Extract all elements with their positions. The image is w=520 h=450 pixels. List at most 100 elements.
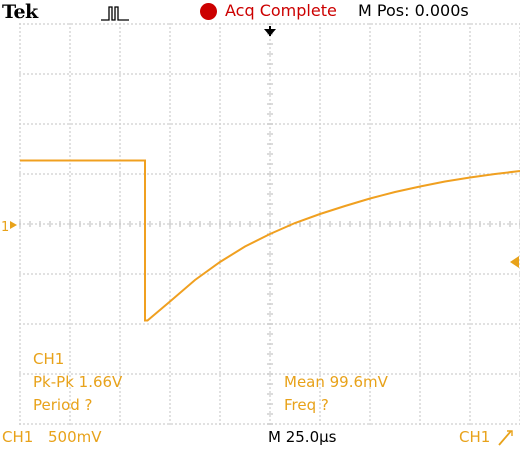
graticule-dot xyxy=(119,55,120,56)
graticule-dot xyxy=(255,73,256,74)
graticule-dot xyxy=(369,331,370,332)
graticule-dot xyxy=(307,173,308,174)
graticule-dot xyxy=(175,23,176,24)
graticule-dot xyxy=(119,183,120,184)
graticule-dot xyxy=(69,147,70,148)
graticule-dot xyxy=(443,123,444,124)
graticule-dot xyxy=(119,311,120,312)
graticule-dot xyxy=(75,323,76,324)
graticule-dot xyxy=(91,173,92,174)
graticule-dot xyxy=(269,287,270,288)
graticule-dot xyxy=(319,203,320,204)
graticule-dot xyxy=(303,323,304,324)
graticule-dot xyxy=(119,339,120,340)
graticule-dot xyxy=(269,351,270,352)
graticule-dot xyxy=(159,123,160,124)
graticule-dot xyxy=(419,207,420,208)
graticule-dot xyxy=(107,173,108,174)
graticule-dot xyxy=(435,73,436,74)
graticule-dot xyxy=(151,23,152,24)
graticule-dot xyxy=(469,419,470,420)
graticule-dot xyxy=(387,273,388,274)
graticule-dot xyxy=(495,423,496,424)
graticule-dot xyxy=(335,123,336,124)
graticule-dot xyxy=(119,151,120,152)
ch1-label: CH1 xyxy=(2,428,33,446)
graticule-dot xyxy=(119,31,120,32)
graticule-dot xyxy=(169,123,170,124)
graticule-dot xyxy=(319,415,320,416)
graticule-dot xyxy=(119,279,120,280)
graticule-dot xyxy=(63,23,64,24)
graticule-dot xyxy=(163,173,164,174)
graticule-dot xyxy=(375,73,376,74)
graticule-dot xyxy=(319,67,320,68)
graticule-dot xyxy=(107,273,108,274)
graticule-dot xyxy=(219,239,220,240)
graticule-dot xyxy=(369,163,370,164)
graticule-dot xyxy=(155,23,156,24)
graticule-dot xyxy=(355,173,356,174)
graticule-dot xyxy=(369,23,370,24)
graticule-dot xyxy=(319,171,320,172)
graticule-dot xyxy=(183,223,184,224)
graticule-dot xyxy=(259,123,260,124)
graticule-dot xyxy=(219,99,220,100)
graticule-dot xyxy=(359,23,360,24)
graticule-dot xyxy=(219,107,220,108)
graticule-dot xyxy=(369,363,370,364)
graticule-dot xyxy=(19,211,20,212)
graticule-dot xyxy=(59,123,60,124)
graticule-dot xyxy=(269,147,270,148)
graticule-dot xyxy=(419,163,420,164)
graticule-dot xyxy=(383,173,384,174)
graticule-dot xyxy=(369,167,370,168)
graticule-dot xyxy=(69,231,70,232)
graticule-dot xyxy=(415,423,416,424)
graticule-dot xyxy=(63,73,64,74)
graticule-dot xyxy=(103,423,104,424)
graticule-dot xyxy=(315,223,316,224)
graticule-dot xyxy=(379,423,380,424)
graticule-dot xyxy=(219,373,220,374)
graticule-dot xyxy=(319,303,320,304)
graticule-dot xyxy=(469,215,470,216)
graticule-dot xyxy=(383,123,384,124)
graticule-dot xyxy=(363,73,364,74)
graticule-dot xyxy=(469,239,470,240)
graticule-dot xyxy=(63,273,64,274)
graticule-dot xyxy=(469,319,470,320)
graticule-dot xyxy=(169,331,170,332)
graticule-dot xyxy=(269,91,270,92)
graticule-dot xyxy=(219,383,220,384)
graticule-dot xyxy=(219,173,220,174)
graticule-dot xyxy=(63,123,64,124)
graticule-dot xyxy=(469,207,470,208)
graticule-dot xyxy=(207,223,208,224)
graticule-dot xyxy=(419,399,420,400)
graticule-dot xyxy=(169,243,170,244)
graticule-dot xyxy=(315,323,316,324)
graticule-dot xyxy=(123,373,124,374)
graticule-dot xyxy=(119,99,120,100)
graticule-dot xyxy=(127,423,128,424)
graticule-dot xyxy=(435,123,436,124)
graticule-dot xyxy=(71,323,72,324)
graticule-dot xyxy=(483,123,484,124)
graticule-dot xyxy=(227,373,228,374)
graticule-dot xyxy=(469,243,470,244)
graticule-dot xyxy=(219,287,220,288)
graticule-dot xyxy=(255,123,256,124)
graticule-dot xyxy=(367,23,368,24)
graticule-dot xyxy=(47,23,48,24)
graticule-dot xyxy=(19,411,20,412)
graticule-dot xyxy=(231,223,232,224)
graticule-dot xyxy=(319,295,320,296)
graticule-dot xyxy=(419,171,420,172)
graticule-dot xyxy=(135,173,136,174)
graticule-dot xyxy=(419,367,420,368)
graticule-dot xyxy=(119,127,120,128)
pk-pk-measurement: Pk-Pk 1.66V xyxy=(33,373,122,391)
graticule-dot xyxy=(51,273,52,274)
graticule-dot xyxy=(169,135,170,136)
